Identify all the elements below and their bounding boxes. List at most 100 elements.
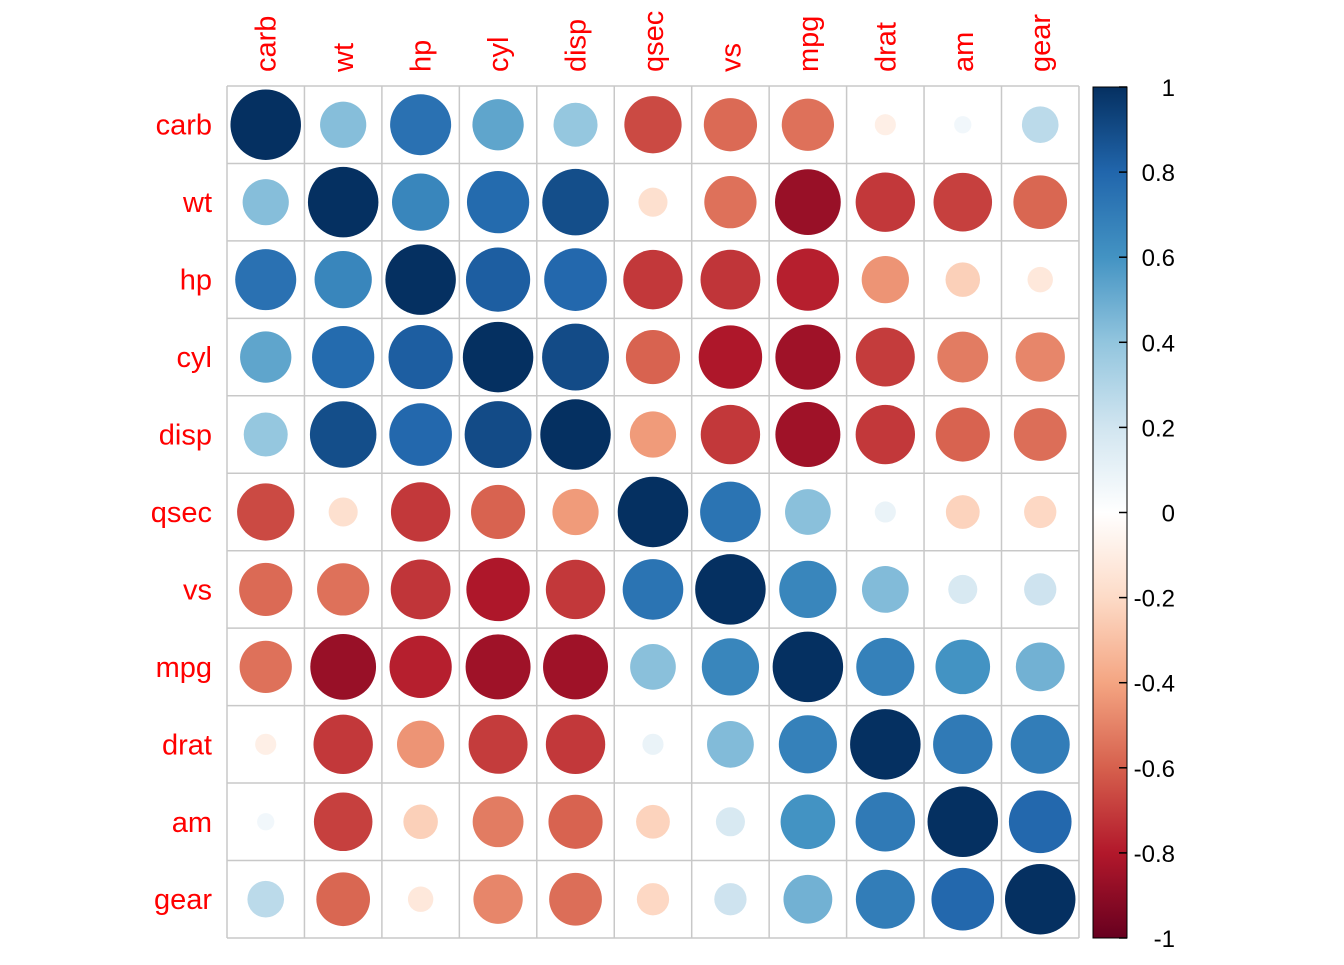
corr-circle-drat-cyl [468,714,528,774]
row-label-wt: wt [182,187,212,219]
corr-circle-wt-carb [242,179,289,226]
corr-circle-am-qsec [636,804,670,839]
corr-circle-wt-mpg [775,169,841,236]
corr-circle-wt-disp [542,168,609,236]
corr-circle-hp-gear [1027,266,1053,293]
corr-circle-carb-drat [874,114,896,136]
corr-circle-gear-drat [855,869,915,929]
row-label-gear: gear [154,884,212,916]
col-label-gear: gear [1025,14,1057,72]
corr-circle-am-wt [313,792,373,852]
corr-circle-disp-mpg [775,402,841,468]
corr-circle-hp-drat [861,255,909,304]
colorbar-tick-label: 0 [1162,501,1175,528]
row-label-am: am [172,807,212,839]
corr-circle-vs-gear [1024,573,1057,606]
corr-circle-wt-wt [307,166,379,238]
corr-circle-hp-wt [314,250,372,309]
corr-circle-vs-wt [317,563,370,616]
colorbar-tick-label: -1 [1154,926,1175,953]
corr-circle-gear-wt [316,872,371,927]
corr-circle-disp-qsec [629,411,677,458]
corr-circle-disp-wt [309,401,377,468]
corr-circle-mpg-cyl [465,634,531,700]
corr-circle-cyl-qsec [625,330,681,385]
corr-circle-vs-drat [861,566,909,613]
corr-circle-mpg-disp [543,634,609,700]
row-label-hp: hp [180,265,212,297]
corr-circle-wt-cyl [466,171,530,234]
colorbar-tick-label: 0.6 [1142,245,1175,272]
col-label-mpg: mpg [793,16,825,72]
corr-circle-disp-carb [243,412,288,457]
corr-circle-hp-disp [544,248,607,311]
corr-circle-vs-vs [695,554,766,625]
corr-circle-drat-gear [1010,714,1070,774]
corr-circle-cyl-vs [698,325,763,389]
corr-circle-cyl-drat [855,327,915,387]
corr-circle-mpg-wt [310,634,377,700]
corr-circle-disp-cyl [464,401,532,468]
col-label-wt: wt [328,43,360,73]
corr-circle-am-carb [257,813,275,831]
corr-circle-carb-gear [1021,106,1059,144]
corr-circle-drat-drat [850,709,921,780]
corr-circle-disp-gear [1013,408,1067,461]
colorbar-tick-label: -0.8 [1134,841,1175,868]
corr-circle-vs-qsec [622,559,684,620]
corr-circle-cyl-disp [542,323,609,391]
corr-circle-gear-gear [1004,863,1076,935]
label-layer: carb wt hp cyl disp qsec vs mpg drat am gear carb wt… [151,11,1057,916]
corr-circle-qsec-wt [328,497,358,527]
corr-circle-qsec-disp [552,488,599,536]
corr-circle-gear-mpg [783,874,833,924]
corr-circle-am-cyl [472,796,524,848]
corr-circle-wt-qsec [638,187,668,217]
corr-circle-am-hp [403,804,438,840]
corr-circle-vs-am [948,574,978,604]
row-label-mpg: mpg [156,652,212,684]
corr-circle-carb-vs [703,98,758,152]
corr-circle-gear-qsec [636,883,670,916]
corr-circle-qsec-carb [237,483,295,541]
col-label-am: am [948,32,980,72]
corr-circle-wt-hp [391,173,450,231]
corr-circle-cyl-mpg [775,324,841,390]
corr-circle-cyl-hp [388,324,453,390]
corr-circle-am-vs [715,807,745,837]
corr-circle-carb-mpg [781,98,835,151]
corr-circle-wt-gear [1013,175,1068,230]
corr-circle-carb-am [954,116,972,134]
corr-circle-vs-hp [390,559,451,620]
corr-circle-cyl-carb [240,331,292,383]
circle-layer [230,89,1076,935]
corr-circle-qsec-cyl [471,484,526,540]
corr-circle-vs-mpg [779,560,837,619]
corr-circle-vs-carb [239,562,293,617]
row-label-vs: vs [183,574,212,606]
corr-circle-drat-wt [313,714,373,775]
corr-circle-carb-wt [320,101,367,148]
corr-circle-hp-qsec [623,249,683,310]
colorbar: 1 0.8 0.6 0.4 0.2 0 -0.2 -0.4 -0.6 -0.8 -1 [1092,75,1175,953]
corr-circle-cyl-am [937,331,989,383]
corr-circle-mpg-carb [239,640,292,694]
corr-circle-mpg-hp [389,635,452,698]
corr-circle-am-am [927,786,999,858]
col-label-carb: carb [251,16,283,72]
corr-circle-wt-am [933,172,993,232]
corr-circle-am-disp [548,794,603,849]
corr-circle-qsec-qsec [617,476,689,548]
corr-circle-mpg-vs [701,638,760,696]
corr-circle-cyl-cyl [462,321,534,393]
grid-layer [226,85,1080,939]
corr-circle-gear-am [931,867,995,931]
row-label-qsec: qsec [151,497,212,529]
corr-circle-drat-qsec [642,733,664,755]
corr-circle-carb-disp [553,102,598,147]
corr-circle-mpg-mpg [772,631,844,703]
corr-circle-wt-vs [704,176,757,229]
corr-circle-am-drat [855,792,916,852]
corr-circle-mpg-qsec [630,644,676,690]
